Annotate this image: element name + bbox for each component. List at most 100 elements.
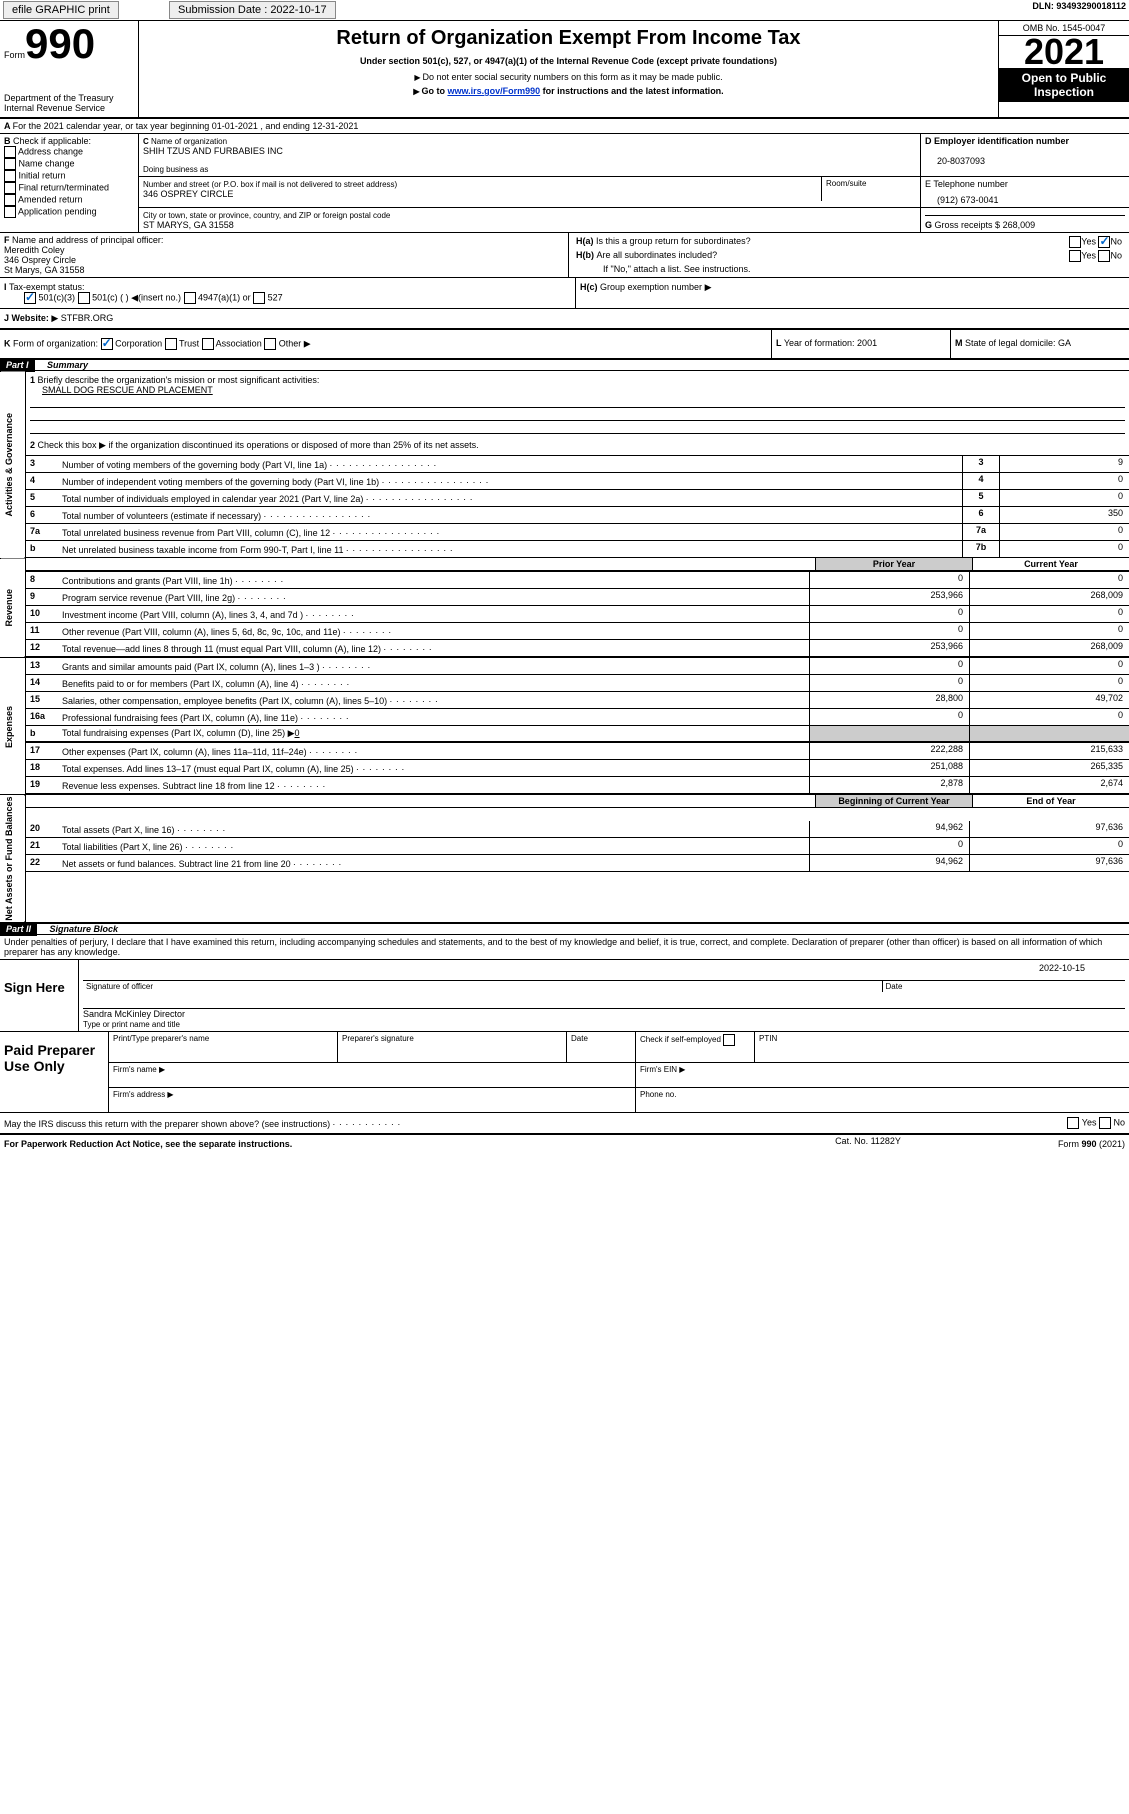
form-subtitle: Under section 501(c), 527, or 4947(a)(1)… <box>149 56 988 66</box>
chk-501c3[interactable] <box>24 292 36 304</box>
ha-no[interactable] <box>1098 236 1110 248</box>
open-public: Open to Public Inspection <box>999 68 1129 102</box>
form-word: Form <box>4 50 25 60</box>
hb-no[interactable] <box>1098 250 1110 262</box>
label-netassets: Net Assets or Fund Balances <box>0 795 25 923</box>
fin-row: 14 Benefits paid to or for members (Part… <box>26 675 1129 692</box>
typed-name: Sandra McKinley Director <box>83 1009 185 1019</box>
c-name-label: Name of organization <box>151 137 227 146</box>
fin-row: 15 Salaries, other compensation, employe… <box>26 692 1129 709</box>
phone-no: Phone no. <box>636 1087 1129 1112</box>
d-label: Employer identification number <box>934 136 1069 146</box>
chk-4947[interactable] <box>184 292 196 304</box>
fin-row: 9 Program service revenue (Part VIII, li… <box>26 589 1129 606</box>
chk-final[interactable] <box>4 182 16 194</box>
irs-yes[interactable] <box>1067 1117 1079 1129</box>
room-label: Room/suite <box>822 177 921 201</box>
f-label: Name and address of principal officer: <box>12 235 163 245</box>
gov-row: 7a Total unrelated business revenue from… <box>26 524 1129 541</box>
ha-yes[interactable] <box>1069 236 1081 248</box>
chk-name[interactable] <box>4 158 16 170</box>
chk-501c[interactable] <box>78 292 90 304</box>
chk-address[interactable] <box>4 146 16 158</box>
part2-title: Part II <box>0 922 37 936</box>
gov-row: 6 Total number of volunteers (estimate i… <box>26 507 1129 524</box>
chk-self[interactable] <box>723 1034 735 1046</box>
city-label: City or town, state or province, country… <box>143 211 390 220</box>
gross-receipts: 268,009 <box>1003 220 1036 230</box>
chk-trust[interactable] <box>165 338 177 350</box>
l-year: Year of formation: 2001 <box>784 338 877 348</box>
fin-row: 22 Net assets or fund balances. Subtract… <box>26 855 1129 872</box>
pra-notice: For Paperwork Reduction Act Notice, see … <box>0 1135 765 1153</box>
note-go-post: for instructions and the latest informat… <box>540 86 724 96</box>
chk-assoc[interactable] <box>202 338 214 350</box>
label-revenue: Revenue <box>0 558 25 658</box>
chk-527[interactable] <box>253 292 265 304</box>
col-current: Current Year <box>973 558 1129 571</box>
q1: Briefly describe the organization's miss… <box>38 375 320 385</box>
sig-date-val: 2022-10-15 <box>882 962 1125 981</box>
fin-row: 17 Other expenses (Part IX, column (A), … <box>26 743 1129 760</box>
paid-preparer: Paid Preparer Use Only <box>0 1032 109 1113</box>
officer-addr2: St Marys, GA 31558 <box>4 265 85 275</box>
officer-name: Meredith Coley <box>4 245 65 255</box>
gov-row: 4 Number of independent voting members o… <box>26 473 1129 490</box>
chk-corp[interactable] <box>101 338 113 350</box>
declaration: Under penalties of perjury, I declare th… <box>0 934 1129 960</box>
submission-button[interactable]: Submission Date : 2022-10-17 <box>169 1 336 19</box>
q1-answer: SMALL DOG RESCUE AND PLACEMENT <box>42 385 213 395</box>
typed-label: Type or print name and title <box>83 1020 180 1029</box>
firm-addr: Firm's address ▶ <box>109 1087 636 1112</box>
irs-no[interactable] <box>1099 1117 1111 1129</box>
hb-yes[interactable] <box>1069 250 1081 262</box>
fin-row: 21 Total liabilities (Part X, line 26) .… <box>26 838 1129 855</box>
col-boy: Beginning of Current Year <box>816 795 973 808</box>
g-label: Gross receipts $ <box>935 220 1001 230</box>
ha-label: Is this a group return for subordinates? <box>596 236 751 246</box>
sign-here: Sign Here <box>0 960 79 1032</box>
fin-row: 11 Other revenue (Part VIII, column (A),… <box>26 623 1129 640</box>
chk-initial[interactable] <box>4 170 16 182</box>
city: ST MARYS, GA 31558 <box>143 220 234 230</box>
hb-label: Are all subordinates included? <box>597 250 718 260</box>
fin-row: 13 Grants and similar amounts paid (Part… <box>26 658 1129 675</box>
chk-amended[interactable] <box>4 194 16 206</box>
label-activities: Activities & Governance <box>0 371 25 559</box>
chk-app[interactable] <box>4 206 16 218</box>
form-title: Return of Organization Exempt From Incom… <box>149 27 988 50</box>
form-footer: Form 990 (2021) <box>1058 1139 1125 1149</box>
phone: (912) 673-0041 <box>937 195 1125 205</box>
dln-label: DLN: 93493290018112 <box>903 0 1129 21</box>
irs-link[interactable]: www.irs.gov/Form990 <box>447 86 540 96</box>
check-self: Check if self-employed <box>636 1032 755 1063</box>
cat-no: Cat. No. 11282Y <box>765 1135 971 1153</box>
addr-label: Number and street (or P.O. box if mail i… <box>143 180 397 189</box>
prep-name: Print/Type preparer's name <box>109 1032 338 1063</box>
sig-date-label: Date <box>882 980 1125 992</box>
may-irs: May the IRS discuss this return with the… <box>4 1119 330 1129</box>
firm-name: Firm's name ▶ <box>109 1062 636 1087</box>
k-label: Form of organization: <box>13 339 98 349</box>
fin-row: 12 Total revenue—add lines 8 through 11 … <box>26 640 1129 657</box>
gov-row: 5 Total number of individuals employed i… <box>26 490 1129 507</box>
org-name: SHIH TZUS AND FURBABIES INC <box>143 146 283 156</box>
efile-button[interactable]: efile GRAPHIC print <box>3 1 119 19</box>
sig-officer-label: Signature of officer <box>83 980 882 992</box>
prep-sig: Preparer's signature <box>338 1032 567 1063</box>
addr: 346 OSPREY CIRCLE <box>143 189 233 199</box>
ptin: PTIN <box>755 1032 1129 1063</box>
gov-row: 3 Number of voting members of the govern… <box>26 456 1129 473</box>
tax-year: 2021 <box>999 36 1129 68</box>
fin-row: 18 Total expenses. Add lines 13–17 (must… <box>26 760 1129 777</box>
dept-label: Department of the Treasury <box>4 93 134 103</box>
fin-row: 20 Total assets (Part X, line 16) ......… <box>26 821 1129 838</box>
hc-label: Group exemption number <box>600 282 702 292</box>
ein: 20-8037093 <box>937 156 1125 166</box>
irs-label: Internal Revenue Service <box>4 103 134 113</box>
chk-other[interactable] <box>264 338 276 350</box>
dba-label: Doing business as <box>143 165 208 174</box>
part1-subtitle: Summary <box>37 360 88 370</box>
col-prior: Prior Year <box>816 558 973 571</box>
e-label: E Telephone number <box>925 179 1008 189</box>
